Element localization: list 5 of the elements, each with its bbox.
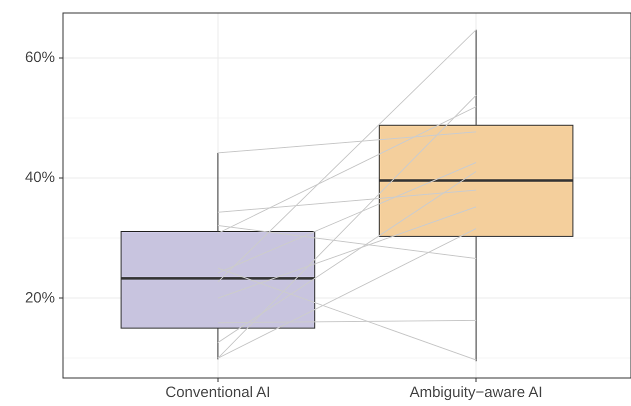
y-tick-label: 40% bbox=[24, 169, 55, 186]
x-tick-label: Ambiguity−aware AI bbox=[410, 384, 543, 402]
x-tick-label: Conventional AI bbox=[165, 384, 270, 402]
y-tick-label: 60% bbox=[24, 49, 55, 66]
y-tick-label: 20% bbox=[24, 289, 55, 306]
